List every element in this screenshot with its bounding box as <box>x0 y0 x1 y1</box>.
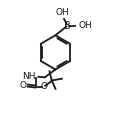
Text: OH: OH <box>55 8 69 17</box>
Text: B: B <box>64 21 71 31</box>
Text: O: O <box>19 81 26 90</box>
Text: O: O <box>40 82 47 91</box>
Text: OH: OH <box>79 21 92 30</box>
Text: NH: NH <box>23 72 36 81</box>
